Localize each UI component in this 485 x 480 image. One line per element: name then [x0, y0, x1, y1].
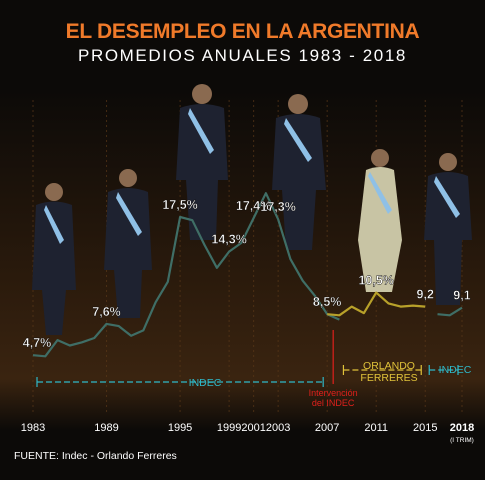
chart-background [0, 90, 485, 430]
data-label-2001: 17,4% [236, 199, 271, 213]
annotations: INDEC ORLANDO FERRERES INDEC Intervención del… [36, 330, 472, 408]
figure-1995-silhouette [176, 84, 228, 240]
data-label-2018: 9,1 [453, 289, 470, 303]
figure-1989-silhouette [104, 169, 152, 318]
annotation-label-intervention-line-2: del INDEC [312, 398, 355, 408]
x-tick-label-1983: 1983 [21, 422, 45, 434]
annotation-label-ferreres-line-1: ORLANDO [363, 360, 415, 372]
x-tick-label-2011: 2011 [364, 422, 388, 434]
source-note: FUENTE: Indec - Orlando Ferreres [14, 450, 177, 462]
x-axis-ticks: 1983 1989 1995 1999 2001 2003 2007 2011 2015 2018… [21, 422, 474, 444]
series-line-2 [327, 291, 426, 317]
series-line-3 [437, 306, 463, 317]
x-tick-label-2015: 2015 [413, 422, 437, 434]
x-tick-label-1999: 1999 [217, 422, 241, 434]
x-tick-label-2007: 2007 [315, 422, 339, 434]
annotation-label-indec-1: INDEC [189, 377, 222, 389]
data-labels: 4,7% 7,6% 17,5% 14,3% 17,4%17,3% 8,5% 10,5% 9,2… [23, 198, 471, 351]
data-label-2003: 17,3% [260, 200, 295, 214]
chart-subtitle: PROMEDIOS ANUALES 1983 - 2018 [78, 46, 407, 65]
x-tick-label-1989: 1989 [94, 422, 118, 434]
data-label-2015: 9,2 [417, 288, 434, 302]
chart-title: EL DESEMPLEO EN LA ARGENTINA [65, 20, 420, 43]
x-tick-label-2003: 2003 [266, 422, 290, 434]
series-line-1 [32, 192, 340, 358]
x-tick-label-2018: 2018 [450, 422, 474, 434]
data-label-2011: 10,5% [358, 274, 393, 288]
annotation-label-intervention-line-1: Intervención [309, 388, 358, 398]
x-tick-label-2001: 2001 [241, 422, 265, 434]
annotation-label-ferreres: ORLANDO FERRERES [360, 360, 417, 384]
annotation-label-indec-2: INDEC [439, 364, 472, 376]
figure-2007-silhouette [358, 149, 402, 292]
data-label-1983: 4,7% [23, 336, 52, 350]
figure-2003-silhouette [272, 94, 326, 250]
annotation-label-intervention: Intervención del INDEC [309, 388, 358, 408]
president-figures [32, 84, 472, 335]
figure-1983-silhouette [32, 183, 76, 335]
x-tick-sublabel-2018: (I TRIM) [450, 437, 474, 444]
figure-2015-silhouette [424, 153, 472, 305]
data-label-1999: 14,3% [211, 233, 246, 247]
series-lines [32, 192, 463, 358]
annotation-label-ferreres-line-2: FERRERES [360, 372, 417, 384]
data-label-2007: 8,5% [313, 295, 342, 309]
data-label-1995: 17,5% [162, 198, 197, 212]
data-label-1989: 7,6% [92, 305, 121, 319]
x-tick-label-1995: 1995 [168, 422, 192, 434]
